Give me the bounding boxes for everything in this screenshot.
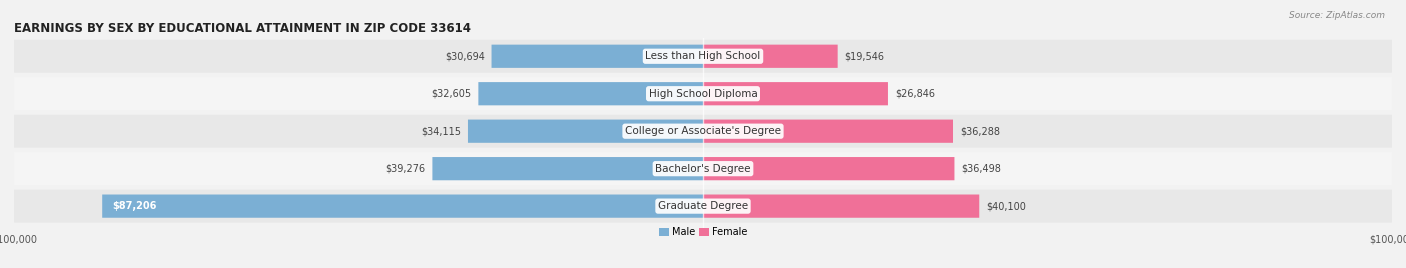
FancyBboxPatch shape <box>14 77 1392 110</box>
FancyBboxPatch shape <box>703 157 955 180</box>
Text: $36,288: $36,288 <box>960 126 1000 136</box>
Text: $40,100: $40,100 <box>986 201 1026 211</box>
Text: Less than High School: Less than High School <box>645 51 761 61</box>
Text: $30,694: $30,694 <box>444 51 485 61</box>
Text: $26,846: $26,846 <box>894 89 935 99</box>
FancyBboxPatch shape <box>492 45 703 68</box>
Text: College or Associate's Degree: College or Associate's Degree <box>626 126 780 136</box>
Text: $36,498: $36,498 <box>962 164 1001 174</box>
FancyBboxPatch shape <box>14 115 1392 148</box>
FancyBboxPatch shape <box>103 195 703 218</box>
FancyBboxPatch shape <box>703 120 953 143</box>
Text: $39,276: $39,276 <box>385 164 426 174</box>
Text: Graduate Degree: Graduate Degree <box>658 201 748 211</box>
FancyBboxPatch shape <box>703 45 838 68</box>
FancyBboxPatch shape <box>14 190 1392 223</box>
FancyBboxPatch shape <box>703 82 889 105</box>
Text: EARNINGS BY SEX BY EDUCATIONAL ATTAINMENT IN ZIP CODE 33614: EARNINGS BY SEX BY EDUCATIONAL ATTAINMEN… <box>14 21 471 35</box>
Legend: Male, Female: Male, Female <box>655 223 751 241</box>
Text: Source: ZipAtlas.com: Source: ZipAtlas.com <box>1289 11 1385 20</box>
Text: $32,605: $32,605 <box>432 89 471 99</box>
FancyBboxPatch shape <box>14 40 1392 73</box>
FancyBboxPatch shape <box>14 152 1392 185</box>
Text: High School Diploma: High School Diploma <box>648 89 758 99</box>
Text: $87,206: $87,206 <box>112 201 157 211</box>
FancyBboxPatch shape <box>478 82 703 105</box>
FancyBboxPatch shape <box>703 195 979 218</box>
Text: Bachelor's Degree: Bachelor's Degree <box>655 164 751 174</box>
Text: $19,546: $19,546 <box>845 51 884 61</box>
Text: $34,115: $34,115 <box>420 126 461 136</box>
FancyBboxPatch shape <box>433 157 703 180</box>
FancyBboxPatch shape <box>468 120 703 143</box>
